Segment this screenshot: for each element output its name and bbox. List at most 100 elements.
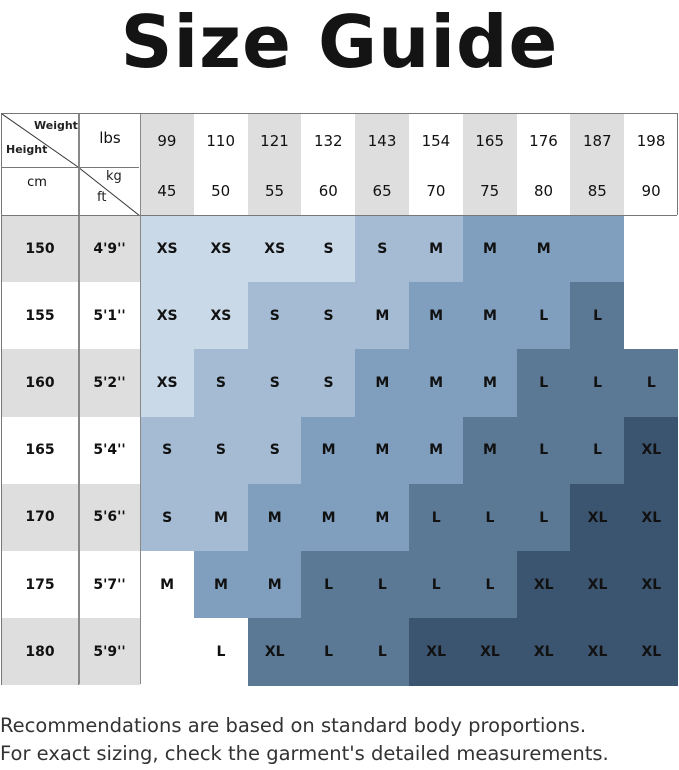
size-cell: S <box>193 349 249 418</box>
lbs-header: 165 <box>462 114 517 167</box>
size-cell: XS <box>193 215 249 283</box>
size-cell: M <box>301 483 356 552</box>
size-cell: S <box>140 416 195 485</box>
row-divider <box>2 167 139 168</box>
footer-line: Recommendations are based on standard bo… <box>0 714 587 737</box>
size-cell: S <box>247 349 302 418</box>
size-cell: L <box>570 349 625 418</box>
size-cell: XL <box>624 551 679 619</box>
size-cell: XL <box>462 618 518 686</box>
size-cell: XL <box>516 618 571 686</box>
size-cell: XS <box>247 215 302 283</box>
height-ft: 5'7'' <box>93 576 126 593</box>
kg-header: 65 <box>355 167 409 215</box>
kg-header: 70 <box>426 182 446 200</box>
height-ft: 5'1'' <box>93 307 126 324</box>
lbs-label: lbs <box>99 129 121 147</box>
size-cell: XL <box>570 618 625 686</box>
kg-header: 60 <box>318 182 338 200</box>
height-cm: 160 <box>2 349 78 417</box>
size-cell: L <box>516 349 571 418</box>
lbs-header: 132 <box>313 131 343 150</box>
height-ft: 5'4'' <box>93 442 126 459</box>
size-cell: M <box>409 215 464 283</box>
size-cell: M <box>462 282 518 350</box>
size-cell: M <box>193 483 249 552</box>
kg-header: 55 <box>247 167 302 215</box>
size-cell <box>624 215 679 283</box>
size-cell: L <box>301 618 356 686</box>
size-cell <box>624 282 679 350</box>
size-cell: L <box>355 551 410 619</box>
size-cell: M <box>462 349 518 418</box>
cm-label: cm <box>27 174 47 190</box>
size-cell: M <box>140 551 195 619</box>
size-cell: M <box>355 416 410 485</box>
size-cell: L <box>516 416 571 485</box>
kg-label: kg <box>106 169 122 184</box>
size-cell: M <box>516 215 571 283</box>
lbs-header: 110 <box>206 131 236 150</box>
height-cm: 180 <box>2 618 78 686</box>
size-cell: XL <box>624 416 679 485</box>
size-cell: XL <box>624 483 679 552</box>
kg-header: 75 <box>462 167 517 215</box>
height-label: Height <box>6 143 48 156</box>
size-cell: L <box>516 483 571 552</box>
column-divider <box>139 114 141 684</box>
size-cell: M <box>462 416 518 485</box>
size-cell: L <box>516 282 571 350</box>
size-cell: L <box>462 483 518 552</box>
kg-header: 90 <box>641 182 661 200</box>
height-cm: 175 <box>25 576 55 593</box>
size-cell: XS <box>140 215 195 283</box>
size-cell: S <box>301 349 356 418</box>
size-cell: XL <box>516 551 571 619</box>
size-cell: XS <box>140 282 195 350</box>
height-ft: 5'9'' <box>79 618 140 686</box>
size-cell <box>570 215 625 283</box>
size-cell: XL <box>247 618 302 686</box>
kg-header: 45 <box>140 167 194 215</box>
height-ft: 5'2'' <box>79 349 140 417</box>
size-cell: L <box>409 551 464 619</box>
kg-header: 50 <box>211 182 231 200</box>
height-ft: 5'6'' <box>79 483 140 551</box>
lbs-header: 143 <box>355 114 409 167</box>
height-cm: 165 <box>25 442 55 459</box>
lbs-header: 198 <box>636 131 666 150</box>
lbs-header: 154 <box>421 131 451 150</box>
size-cell <box>140 618 195 686</box>
size-cell: XL <box>409 618 464 686</box>
size-cell: S <box>193 416 249 485</box>
height-cm: 150 <box>2 215 78 283</box>
height-cm: 155 <box>25 307 55 324</box>
size-cell: S <box>301 215 356 283</box>
size-cell: S <box>247 416 302 485</box>
size-cell: M <box>193 551 249 619</box>
size-cell: M <box>301 416 356 485</box>
size-cell: S <box>140 483 195 552</box>
size-cell: XL <box>570 483 625 552</box>
size-cell: L <box>193 618 249 686</box>
size-table: Weight Height lbs cm kg ft 99 45 110 50 121 5… <box>1 113 679 686</box>
size-cell: L <box>570 416 625 485</box>
lbs-header: 121 <box>247 114 302 167</box>
kg-header: 85 <box>570 167 625 215</box>
size-cell: M <box>409 282 464 350</box>
size-cell: M <box>409 349 464 418</box>
size-cell: L <box>355 618 410 686</box>
size-cell: XS <box>140 349 195 418</box>
size-cell: S <box>301 282 356 350</box>
size-cell: M <box>247 551 302 619</box>
height-ft: 4'9'' <box>79 215 140 283</box>
footer-note: Recommendations are based on standard bo… <box>0 712 679 768</box>
size-cell: L <box>409 483 464 552</box>
diagonal-lines <box>2 114 140 216</box>
size-cell: L <box>301 551 356 619</box>
kg-header: 80 <box>533 182 554 200</box>
size-cell: L <box>624 349 679 418</box>
lbs-header: 176 <box>529 131 558 150</box>
size-cell: M <box>355 483 410 552</box>
size-cell: L <box>570 282 625 350</box>
